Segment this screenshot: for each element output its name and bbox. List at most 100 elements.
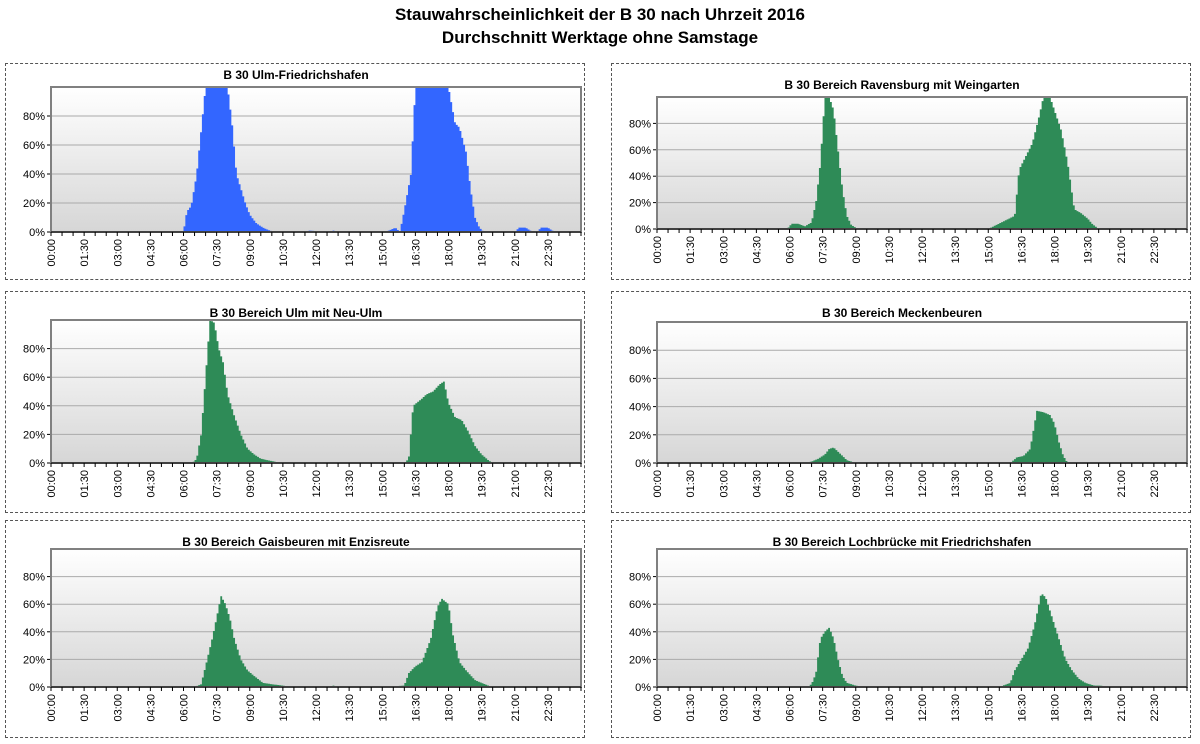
x-tick-label: 06:00 [785,236,797,264]
x-tick-label: 00:00 [652,470,664,498]
x-tick-label: 21:00 [1116,470,1128,498]
x-tick-label: 12:00 [311,239,323,267]
x-tick-label: 18:00 [1050,236,1062,264]
y-tick-label: 60% [23,599,45,611]
y-tick-label: 80% [23,111,45,123]
x-tick-label: 16:30 [1016,236,1028,264]
x-tick-label: 16:30 [1016,694,1028,722]
x-tick-label: 19:30 [1083,470,1095,498]
y-tick-label: 40% [23,627,45,639]
plot-background [657,322,1187,463]
chart-lochbruecke: B 30 Bereich Lochbrücke mit Friedrichsha… [629,535,1188,722]
chart-gaisbeuren: B 30 Bereich Gaisbeuren mit Enzisreute 0%… [23,535,582,722]
data-area [51,596,581,687]
x-tick-label: 00:00 [46,470,58,498]
x-tick-label: 18:00 [444,239,456,267]
x-tick-label: 06:00 [179,239,191,267]
chart-ulm-friedrichshafen: B 30 Ulm-Friedrichshafen 0% 20% 40% 60% 80% 00… [23,68,582,267]
x-tick-label: 04:30 [751,470,763,498]
x-tick-label: 22:30 [1149,236,1161,264]
x-tick-label: 07:30 [818,694,830,722]
x-tick-label: 22:30 [1149,470,1161,498]
x-tick-label: 07:30 [212,694,224,722]
y-tick-label: 60% [23,140,45,152]
x-tick-label: 09:00 [245,694,257,722]
y-tick-label: 20% [629,198,651,210]
x-tick-label: 10:30 [884,470,896,498]
x-tick-label: 03:00 [718,236,730,264]
y-tick-label: 60% [629,373,651,385]
y-tick-label: 80% [23,344,45,356]
x-tick-label: 15:00 [377,694,389,722]
x-tick-label: 16:30 [410,239,422,267]
x-tick-label: 16:30 [1016,470,1028,498]
x-tick-label: 04:30 [145,239,157,267]
y-tick-label: 20% [23,429,45,441]
y-tick-label: 0% [635,682,651,694]
x-tick-label: 00:00 [46,694,58,722]
x-tick-label: 13:30 [344,470,356,498]
x-tick-label: 06:00 [179,694,191,722]
x-tick-label: 13:30 [950,236,962,264]
x-tick-label: 03:00 [112,470,124,498]
y-tick-label: 40% [629,402,651,414]
chart-title: B 30 Bereich Gaisbeuren mit Enzisreute [182,535,410,549]
data-area [657,594,1187,687]
x-tick-label: 09:00 [851,236,863,264]
x-tick-label: 21:00 [1116,694,1128,722]
x-tick-label: 10:30 [278,470,290,498]
x-tick-label: 09:00 [851,470,863,498]
x-tick-label: 13:30 [344,239,356,267]
chart-panel-meckenbeuren: B 30 Bereich Meckenbeuren 0% 20% 40% 60% 80% 0… [611,291,1191,513]
x-tick-label: 22:30 [543,470,555,498]
x-tick-label: 07:30 [818,236,830,264]
x-tick-label: 01:30 [79,239,91,267]
x-tick-label: 09:00 [851,694,863,722]
x-tick-label: 18:00 [444,694,456,722]
y-tick-label: 60% [23,372,45,384]
plot-background [51,320,581,463]
x-tick-label: 12:00 [917,236,929,264]
x-tick-label: 12:00 [917,470,929,498]
x-tick-label: 15:00 [983,470,995,498]
x-tick-label: 07:30 [818,470,830,498]
plot-background [51,549,581,687]
chart-panel-ulm-neu-ulm: B 30 Bereich Ulm mit Neu-Ulm 0% 20% 40% 60% 8… [5,291,585,513]
x-tick-label: 06:00 [785,694,797,722]
x-tick-label: 06:00 [785,470,797,498]
x-tick-label: 00:00 [652,694,664,722]
chart-panel-gaisbeuren: B 30 Bereich Gaisbeuren mit Enzisreute 0%… [5,520,585,738]
x-tick-label: 03:00 [112,694,124,722]
x-tick-label: 00:00 [46,239,58,267]
x-tick-label: 01:30 [685,694,697,722]
y-tick-label: 0% [29,458,45,470]
x-tick-label: 09:00 [245,470,257,498]
x-tick-label: 19:30 [477,694,489,722]
chart-panel-lochbruecke: B 30 Bereich Lochbrücke mit Friedrichsha… [611,520,1191,738]
y-tick-label: 80% [23,572,45,584]
y-tick-label: 20% [23,198,45,210]
x-tick-label: 04:30 [751,694,763,722]
x-tick-label: 18:00 [1050,470,1062,498]
x-tick-label: 15:00 [983,236,995,264]
x-tick-label: 10:30 [884,694,896,722]
x-tick-label: 21:00 [510,694,522,722]
y-tick-label: 0% [29,227,45,239]
x-tick-label: 21:00 [510,470,522,498]
x-tick-label: 04:30 [751,236,763,264]
y-tick-label: 20% [629,430,651,442]
main-subtitle: Durchschnitt Werktage ohne Samstage [441,28,759,47]
chart-title: B 30 Bereich Ravensburg mit Weingarten [784,78,1019,92]
x-tick-label: 15:00 [377,239,389,267]
y-tick-label: 60% [629,145,651,157]
x-tick-label: 13:30 [950,470,962,498]
x-tick-label: 18:00 [1050,694,1062,722]
x-tick-label: 10:30 [278,239,290,267]
x-tick-label: 04:30 [145,694,157,722]
x-tick-label: 07:30 [212,239,224,267]
x-tick-label: 04:30 [145,470,157,498]
x-tick-label: 18:00 [444,470,456,498]
chart-panel-ulm-friedrichshafen: B 30 Ulm-Friedrichshafen 0% 20% 40% 60% 80% 00… [5,63,585,280]
x-tick-label: 21:00 [510,239,522,267]
x-tick-label: 16:30 [410,694,422,722]
